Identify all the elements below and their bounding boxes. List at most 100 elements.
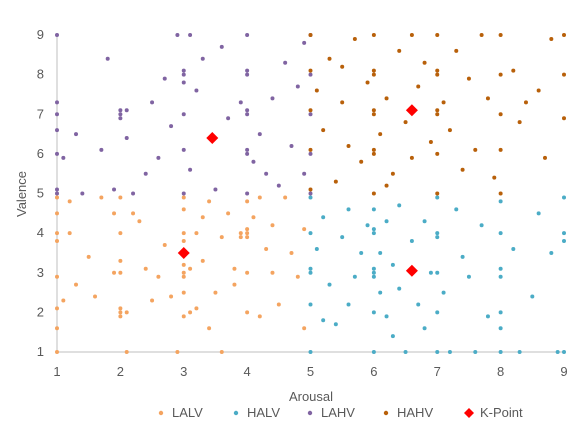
point-lalv	[112, 270, 117, 275]
point-lahv	[55, 128, 59, 133]
point-lahv	[308, 72, 313, 77]
point-halv	[308, 231, 313, 236]
point-hahv	[371, 108, 376, 113]
point-lahv	[124, 136, 129, 141]
point-hahv	[435, 68, 440, 73]
point-lalv	[200, 258, 205, 263]
point-halv	[371, 207, 376, 212]
point-halv	[454, 207, 459, 212]
legend-label: HAHV	[397, 405, 433, 420]
point-halv	[498, 326, 503, 331]
point-lalv	[118, 195, 123, 200]
point-halv	[498, 199, 503, 204]
legend-marker	[307, 410, 313, 416]
point-lahv	[181, 191, 186, 196]
point-halv	[346, 302, 351, 307]
point-hahv	[428, 139, 433, 144]
point-lalv	[181, 314, 186, 319]
point-hahv	[390, 171, 395, 176]
point-lalv	[245, 310, 250, 315]
point-lahv	[181, 72, 186, 77]
y-tick-label: 7	[37, 106, 44, 121]
point-hahv	[333, 179, 338, 184]
point-halv	[549, 250, 554, 255]
point-lalv	[181, 262, 186, 267]
point-lahv	[175, 33, 180, 37]
point-lahv	[169, 124, 174, 129]
point-lahv	[118, 116, 123, 121]
point-hahv	[454, 48, 459, 53]
legend-marker	[383, 410, 389, 416]
point-lahv	[245, 147, 250, 152]
point-lahv	[245, 108, 250, 113]
point-hahv	[321, 128, 326, 133]
point-halv	[371, 274, 376, 279]
point-halv	[371, 310, 376, 315]
point-hahv	[435, 191, 440, 196]
point-lahv	[124, 108, 129, 113]
point-lalv	[124, 350, 129, 354]
point-lahv	[245, 151, 250, 156]
point-halv	[371, 227, 376, 232]
point-halv	[352, 274, 357, 279]
point-lalv	[295, 274, 300, 279]
point-lahv	[55, 100, 59, 105]
point-lalv	[181, 195, 186, 200]
point-hahv	[371, 147, 376, 152]
point-halv	[517, 350, 522, 354]
point-hahv	[327, 56, 332, 61]
point-lahv	[226, 116, 231, 121]
point-lahv	[245, 33, 250, 37]
point-halv	[428, 270, 433, 275]
point-lalv	[175, 350, 180, 354]
k-point-marker	[405, 264, 418, 277]
point-halv	[390, 262, 395, 267]
point-halv	[536, 211, 541, 216]
point-lalv	[118, 314, 123, 319]
point-hahv	[562, 116, 566, 121]
point-hahv	[562, 33, 566, 37]
point-halv	[435, 270, 440, 275]
point-halv	[378, 290, 383, 295]
point-lahv	[251, 159, 256, 164]
point-halv	[321, 318, 326, 323]
point-lahv	[55, 187, 59, 192]
point-lalv	[188, 310, 193, 315]
point-lahv	[213, 187, 218, 192]
point-lalv	[55, 211, 59, 216]
point-halv	[371, 266, 376, 271]
point-lahv	[61, 155, 66, 160]
point-halv	[562, 239, 566, 244]
point-lalv	[55, 239, 59, 244]
point-halv	[435, 195, 440, 200]
point-lahv	[302, 40, 307, 45]
point-halv	[403, 350, 408, 354]
point-halv	[422, 326, 427, 331]
point-hahv	[409, 33, 414, 37]
x-tick-label: 2	[117, 364, 124, 379]
x-tick-label: 4	[244, 364, 251, 379]
point-lalv	[283, 195, 288, 200]
point-hahv	[371, 191, 376, 196]
point-halv	[384, 219, 389, 224]
point-hahv	[397, 48, 402, 53]
point-lalv	[131, 211, 136, 216]
point-lahv	[55, 112, 59, 117]
point-lalv	[194, 306, 199, 311]
plot-area	[55, 33, 566, 354]
point-halv	[308, 195, 313, 200]
y-axis-label: Valence	[14, 171, 29, 217]
y-tick-label: 9	[37, 27, 44, 42]
point-halv	[397, 203, 402, 208]
point-lahv	[181, 68, 186, 73]
point-hahv	[498, 112, 503, 117]
point-hahv	[435, 108, 440, 113]
point-hahv	[447, 128, 452, 133]
point-hahv	[511, 68, 516, 73]
y-tick-label: 5	[37, 186, 44, 201]
point-halv	[530, 294, 535, 299]
point-hahv	[422, 60, 427, 65]
point-lahv	[194, 88, 199, 93]
legend-marker	[233, 410, 239, 416]
point-halv	[562, 195, 566, 200]
